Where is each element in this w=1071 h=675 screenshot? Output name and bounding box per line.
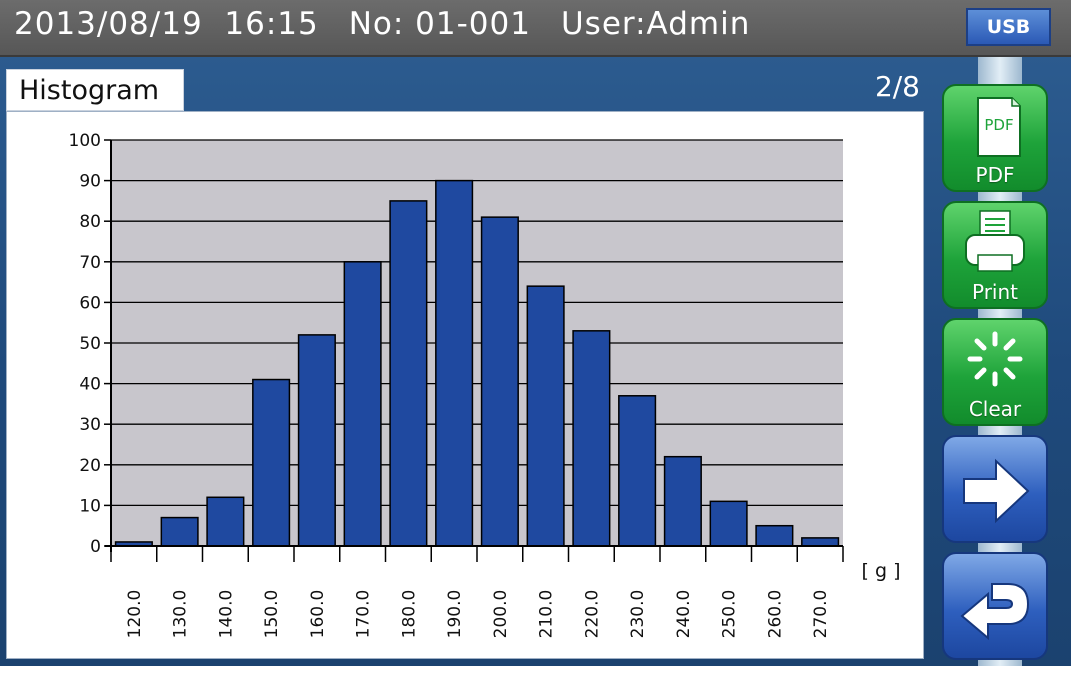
clear-button-label: Clear <box>968 397 1022 421</box>
pdf-button-label: PDF <box>975 163 1015 187</box>
grid-lines <box>111 139 843 507</box>
x-tick-label: 260.0 <box>765 590 785 639</box>
printer-icon <box>965 210 1025 272</box>
x-tick-label: 200.0 <box>491 590 511 639</box>
x-tick-label: 240.0 <box>674 590 694 639</box>
x-tick-label: 160.0 <box>308 590 328 639</box>
status-text: 2013/08/19 16:15 No: 01-001 User:Admin <box>14 6 780 42</box>
histogram-bar <box>343 261 382 547</box>
print-button[interactable]: Print <box>942 201 1048 309</box>
y-tick-label: 90 <box>79 172 101 192</box>
histogram-bar <box>480 216 519 547</box>
clear-spinner-icon <box>967 331 1023 387</box>
histogram-bar <box>663 455 702 547</box>
clear-button[interactable]: Clear <box>942 318 1048 426</box>
histogram-bar <box>252 378 291 547</box>
x-tick-label: 190.0 <box>445 590 465 639</box>
y-tick-label: 30 <box>79 415 101 435</box>
histogram-bar <box>389 200 428 547</box>
screen-title: Histogram <box>6 69 184 111</box>
histogram-bar <box>526 285 565 547</box>
status-bar: 2013/08/19 16:15 No: 01-001 User:Admin USB <box>0 0 1071 57</box>
x-tick-label: 140.0 <box>216 590 236 639</box>
print-button-label: Print <box>971 280 1018 304</box>
x-tick-label: 170.0 <box>354 590 374 639</box>
bottom-strip <box>0 666 1071 675</box>
x-tick-label: 180.0 <box>399 590 419 639</box>
status-user: User:Admin <box>560 6 751 42</box>
y-tick-label: 20 <box>79 456 101 476</box>
next-button[interactable] <box>942 435 1048 543</box>
status-number: No: 01-001 <box>348 6 531 42</box>
histogram-bar <box>160 516 199 547</box>
x-tick-labels: 120.0 130.0 140.0 150.0 160.0 170.0 180.0 190.0… <box>110 546 844 639</box>
histogram-chart-panel: 0 10 20 30 40 50 60 70 80 90 100 120.0 130.0 140.0 15… <box>6 111 924 659</box>
y-tick-label: 70 <box>79 253 101 273</box>
histogram-bar <box>572 330 611 547</box>
x-tick-label: 270.0 <box>811 590 831 639</box>
x-tick-label: 210.0 <box>537 590 557 639</box>
histogram-bar <box>435 179 474 547</box>
pdf-button[interactable]: PDF PDF <box>942 84 1048 192</box>
svg-text:PDF: PDF <box>984 116 1013 134</box>
histogram-chart: 0 10 20 30 40 50 60 70 80 90 100 120.0 130.0 140.0 15… <box>69 131 901 639</box>
x-tick-label: 120.0 <box>125 590 145 639</box>
page-indicator: 2/8 <box>874 70 920 103</box>
histogram-bars <box>114 179 840 547</box>
return-arrow-icon <box>960 583 1030 641</box>
x-tick-label: 220.0 <box>582 590 602 639</box>
x-tick-label: 230.0 <box>628 590 648 639</box>
pdf-document-icon: PDF <box>977 97 1021 157</box>
usb-button[interactable]: USB <box>966 8 1051 46</box>
histogram-bar <box>755 524 794 547</box>
y-tick-label: 100 <box>69 131 101 151</box>
status-datetime: 2013/08/19 16:15 <box>14 6 319 42</box>
y-tick-label: 50 <box>79 334 101 354</box>
histogram-bar <box>297 334 336 547</box>
side-button-bar: PDF PDF Print <box>930 57 1068 666</box>
arrow-right-icon <box>963 458 1030 524</box>
histogram-bar <box>801 537 840 547</box>
y-tick-label: 10 <box>79 496 101 516</box>
y-tick-label: 40 <box>79 375 101 395</box>
histogram-bar <box>206 496 245 547</box>
x-tick-label: 130.0 <box>171 590 191 639</box>
y-tick-labels: 0 10 20 30 40 50 60 70 80 90 100 <box>69 131 111 557</box>
back-button[interactable] <box>942 552 1048 660</box>
x-tick-label: 150.0 <box>262 590 282 639</box>
histogram-bar <box>709 500 748 547</box>
y-tick-label: 60 <box>79 293 101 313</box>
y-tick-label: 80 <box>79 212 101 232</box>
histogram-bar <box>618 395 657 547</box>
x-unit-label: [ g ] <box>862 560 901 582</box>
x-tick-label: 250.0 <box>720 590 740 639</box>
y-tick-label: 0 <box>90 537 101 557</box>
